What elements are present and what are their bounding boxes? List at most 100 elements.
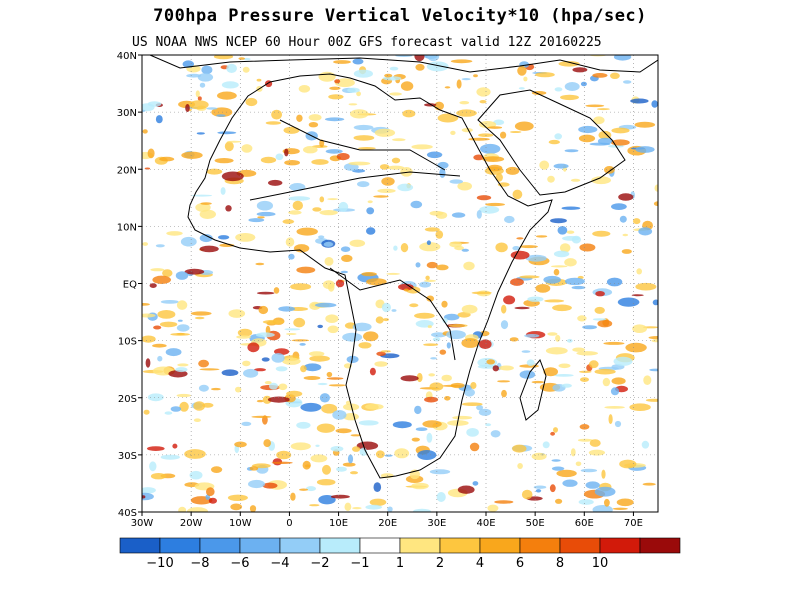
field-blob [350,109,369,119]
field-blob [635,282,657,291]
field-blob [383,318,389,322]
field-blob [578,125,598,134]
field-blob [317,382,328,386]
field-blob [498,365,514,371]
field-blob [199,82,206,88]
field-blob [632,324,647,334]
field-blob [334,79,341,84]
field-blob [155,244,165,248]
field-blob [352,446,361,452]
field-blob [211,107,233,117]
colorbar-swatch [559,537,601,554]
field-blob [450,130,456,135]
colorbar-label: 4 [476,556,484,571]
field-blob [444,396,451,401]
field-blob [553,163,569,169]
field-blob [363,331,379,342]
field-blob [316,479,336,486]
lat-tick-label: 30S [118,451,137,462]
field-blob [619,459,637,469]
field-blob [343,403,360,411]
field-blob [375,316,384,324]
field-blob [326,377,344,380]
field-blob [300,365,307,373]
field-blob [456,79,462,89]
field-blob [473,154,484,161]
field-blob [152,343,167,348]
field-blob [524,334,540,338]
field-blob [315,444,320,447]
field-blob [282,357,301,365]
field-blob [262,319,285,325]
field-blob [309,355,330,362]
field-blob [591,176,611,185]
colorbar-swatch [319,537,361,554]
field-blob [392,421,412,429]
field-blob [578,134,596,143]
colorbar-swatch [399,537,441,554]
colorbar-label: 10 [592,556,609,571]
field-blob [290,283,312,291]
field-blob [450,382,465,389]
field-blob [327,198,339,201]
field-blob [357,181,370,188]
field-blob [144,167,151,170]
field-blob [545,347,568,355]
field-blob [490,430,501,438]
lat-tick-label: 20S [118,394,137,405]
field-blob [347,87,360,93]
field-blob [645,398,658,402]
arabia-outline [477,89,626,196]
latitude-axis: 40N 30N 20N 10N EQ 10S 20S 30S 40S [117,51,142,519]
field-blob [497,380,511,383]
field-blob [588,449,606,456]
colorbar-label: −2 [310,556,329,571]
field-blob [350,434,362,437]
field-blob [510,278,524,286]
field-blob [437,161,449,169]
field-blob [564,82,580,91]
field-blob [358,420,379,426]
field-blob [214,158,234,164]
field-blob [308,114,322,121]
field-blob [185,104,190,112]
field-blob [505,166,520,175]
field-blob [336,153,350,161]
field-blob [256,399,264,403]
field-blob [436,264,449,271]
field-blob [476,404,484,411]
field-blob [582,325,597,330]
field-blob [414,312,435,319]
field-blob [335,428,352,434]
field-blob [142,495,146,499]
field-blob [147,446,165,451]
field-blob [575,461,582,467]
field-blob [255,262,265,266]
field-blob [202,402,214,408]
field-blob [554,133,562,140]
field-blob [303,363,322,372]
field-blob [426,240,431,245]
field-blob [341,254,353,262]
field-blob [247,342,260,353]
field-blob [444,313,460,321]
africa-outline [187,73,553,479]
field-blob [241,421,252,426]
field-blob [261,357,270,362]
field-blob [391,157,401,164]
field-blob [561,206,581,210]
field-blob [464,388,475,397]
field-blob [577,438,594,442]
field-blob [245,97,258,107]
lon-tick-label: 0 [286,518,292,529]
field-blob [514,306,530,310]
field-blob [558,61,580,67]
field-blob [551,459,561,462]
field-blob [172,443,178,449]
field-blob [224,141,234,152]
field-blob [330,494,350,499]
field-blob [384,454,393,457]
field-blob [501,304,507,314]
field-blob [211,466,223,473]
field-blob [592,318,607,321]
